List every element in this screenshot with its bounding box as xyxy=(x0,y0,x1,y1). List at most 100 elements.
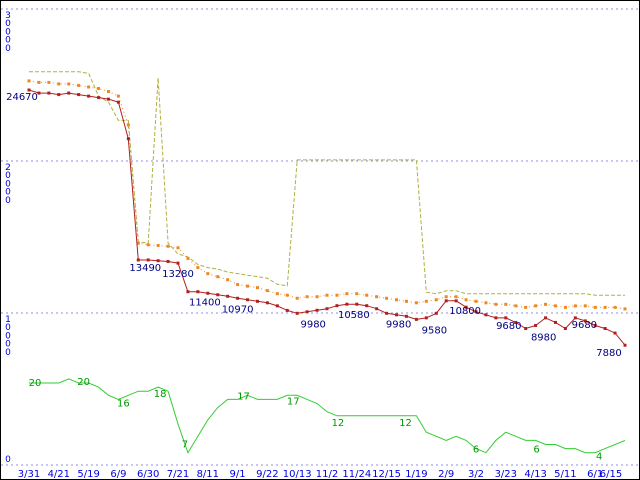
series-red-solid-marker xyxy=(47,91,51,95)
series-orange-dotted-marker xyxy=(434,298,438,302)
series-red-solid-marker xyxy=(623,343,627,347)
series-red-solid-marker xyxy=(315,308,319,312)
series-red-solid-marker xyxy=(156,259,160,263)
shop-count-label: 20 xyxy=(77,377,90,388)
series-red-solid-marker xyxy=(474,310,478,314)
series-orange-dotted-marker xyxy=(414,301,418,305)
x-tick-label: 9/1 xyxy=(230,469,246,480)
series-red-solid-marker xyxy=(27,88,31,92)
series-red-solid-marker xyxy=(246,298,250,302)
x-tick-label: 11/24 xyxy=(342,469,371,480)
shop-count-label: 4 xyxy=(596,452,602,463)
series-red-solid-marker xyxy=(434,311,438,315)
series-orange-dotted-marker xyxy=(315,295,319,299)
series-orange-dotted-marker xyxy=(116,94,120,98)
series-red-solid-marker xyxy=(216,293,220,297)
series-red-solid-marker xyxy=(265,301,269,305)
price-point-label: 9980 xyxy=(300,319,325,330)
series-red-solid-marker xyxy=(365,304,369,308)
price-point-label: 9680 xyxy=(572,320,597,331)
series-orange-dotted-marker xyxy=(255,286,259,290)
series-red-solid-marker xyxy=(106,97,110,101)
series-red-solid-marker xyxy=(97,96,101,100)
series-orange-dotted-marker xyxy=(216,275,220,279)
series-orange-dotted-marker xyxy=(404,299,408,303)
series-red-solid-marker xyxy=(514,320,518,324)
series-orange-dotted-marker xyxy=(47,80,51,84)
series-red-solid-marker xyxy=(553,320,557,324)
series-red-solid-marker xyxy=(37,91,41,95)
x-tick-label: 7/21 xyxy=(167,469,189,480)
series-orange-dotted-marker xyxy=(534,304,538,308)
series-orange-dotted-marker xyxy=(166,244,170,248)
series-orange-dotted-marker xyxy=(573,304,577,308)
series-orange-dotted-marker xyxy=(544,302,548,306)
shop-count-label: 18 xyxy=(154,389,167,400)
series-orange-dotted-marker xyxy=(325,293,329,297)
series-orange-dotted-marker xyxy=(395,298,399,302)
series-red-solid-marker xyxy=(335,304,339,308)
series-olive-dashed-line xyxy=(29,71,625,296)
series-red-solid-marker xyxy=(414,317,418,321)
series-orange-dotted-marker xyxy=(97,86,101,90)
series-orange-dotted-marker xyxy=(444,295,448,299)
series-red-solid-marker xyxy=(206,291,210,295)
series-red-solid-marker xyxy=(275,304,279,308)
series-orange-dotted-marker xyxy=(375,295,379,299)
x-tick-label: 6/30 xyxy=(137,469,159,480)
series-orange-dotted-marker xyxy=(345,292,349,296)
x-tick-label: 4/13 xyxy=(524,469,546,480)
series-red-solid-marker xyxy=(395,313,399,317)
series-red-solid-marker xyxy=(236,296,240,300)
series-orange-dotted-marker xyxy=(226,278,230,282)
shop-count-label: 12 xyxy=(399,418,412,429)
series-red-solid-marker xyxy=(196,290,200,294)
series-orange-dotted-marker xyxy=(484,301,488,305)
series-red-solid-marker xyxy=(87,94,91,98)
series-red-solid-marker xyxy=(136,258,140,262)
x-tick-label: 1/19 xyxy=(405,469,427,480)
series-orange-dotted-marker xyxy=(156,244,160,248)
series-red-solid-marker xyxy=(593,323,597,327)
x-tick-label: 6/15 xyxy=(600,469,622,480)
price-point-label: 11400 xyxy=(189,298,221,309)
x-tick-label: 11/2 xyxy=(316,469,338,480)
series-orange-dotted-marker xyxy=(67,82,71,86)
series-red-solid-marker xyxy=(325,307,329,311)
series-orange-dotted-marker xyxy=(474,299,478,303)
series-orange-dotted-marker xyxy=(136,241,140,245)
x-tick-label: 6/9 xyxy=(110,469,126,480)
series-green-solid-line xyxy=(29,378,626,454)
series-red-solid-marker xyxy=(573,316,577,320)
series-red-solid-marker xyxy=(67,91,71,95)
price-point-label: 10580 xyxy=(338,310,370,321)
shop-count-label: 16 xyxy=(117,398,130,409)
y-tick-label: 0 xyxy=(5,455,11,465)
x-tick-label: 3/2 xyxy=(468,469,484,480)
series-red-solid-marker xyxy=(146,258,150,262)
x-tick-label: 2/9 xyxy=(438,469,454,480)
series-red-solid-marker xyxy=(186,290,190,294)
series-red-solid-marker xyxy=(444,299,448,303)
series-red-solid-marker xyxy=(385,311,389,315)
series-red-solid-marker xyxy=(176,261,180,265)
x-tick-label: 10/13 xyxy=(283,469,312,480)
series-orange-dotted-marker xyxy=(454,295,458,299)
x-tick-label: 4/21 xyxy=(48,469,70,480)
series-red-solid-marker xyxy=(226,294,230,298)
shop-count-label: 7 xyxy=(182,440,188,451)
x-tick-label: 6/1 xyxy=(587,469,603,480)
series-orange-dotted-marker xyxy=(504,302,508,306)
series-red-solid-marker xyxy=(345,302,349,306)
x-tick-label: 5/19 xyxy=(77,469,99,480)
price-point-label: 24670 xyxy=(6,92,38,103)
series-orange-dotted-marker xyxy=(603,305,607,309)
series-red-solid-marker xyxy=(563,327,567,331)
series-red-solid-marker xyxy=(613,331,617,335)
shop-count-label: 6 xyxy=(473,445,479,456)
